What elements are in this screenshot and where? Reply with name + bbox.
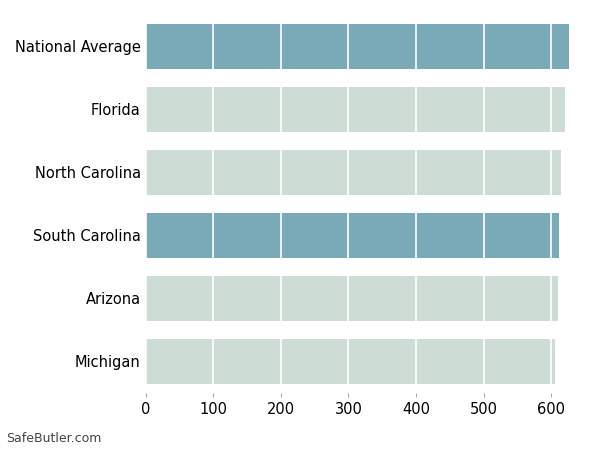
Bar bbox=[146, 213, 559, 258]
Bar bbox=[146, 87, 565, 132]
Bar bbox=[146, 339, 555, 384]
Bar bbox=[146, 276, 558, 321]
Bar bbox=[146, 150, 560, 195]
Text: SafeButler.com: SafeButler.com bbox=[6, 432, 101, 446]
Bar bbox=[146, 24, 569, 69]
